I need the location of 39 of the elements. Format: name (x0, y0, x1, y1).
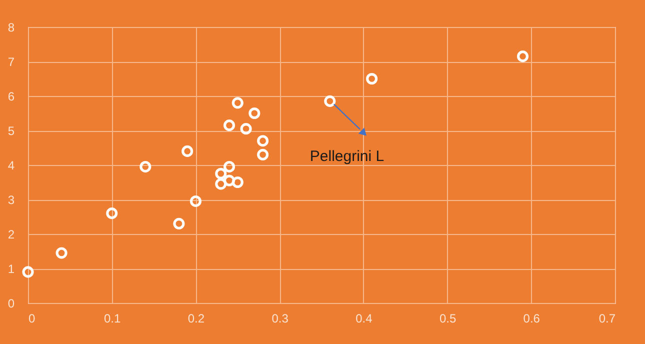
y-tick-label: 2 (8, 228, 15, 242)
point (232, 97, 244, 109)
x-tick-label: 0 (28, 312, 36, 326)
x-tick-label: 0.7 (598, 312, 616, 326)
point (240, 123, 252, 135)
y-tick-label: 3 (8, 193, 15, 207)
point (56, 247, 68, 259)
point (257, 135, 269, 147)
x-tick-label: 0.5 (439, 312, 456, 326)
point (215, 178, 227, 190)
point (516, 50, 529, 62)
point (366, 72, 378, 85)
y-tick-label: 5 (8, 124, 15, 138)
point (257, 148, 269, 160)
point (173, 218, 185, 230)
point (223, 120, 236, 132)
y-tick-label: 0 (8, 296, 15, 310)
point (248, 107, 260, 120)
point (106, 208, 118, 220)
point (324, 95, 336, 107)
y-tick-label: 6 (8, 90, 15, 104)
annotation: Pellegrini L (310, 148, 384, 166)
y-tick-label: 7 (8, 55, 15, 69)
point (22, 266, 34, 278)
point (190, 195, 202, 207)
x-tick-label: 0.3 (272, 312, 289, 326)
x-tick-label: 0.4 (356, 312, 373, 326)
y-tick-label: 8 (8, 20, 15, 34)
x-tick-label: 0.1 (104, 312, 122, 326)
point (223, 174, 236, 186)
point (223, 160, 236, 172)
point (232, 176, 244, 188)
y-tick-label: 1 (8, 262, 15, 276)
y-tick-label: 4 (8, 158, 15, 172)
point (140, 160, 152, 172)
point (182, 145, 194, 157)
x-tick-label: 0.6 (523, 312, 540, 326)
point (215, 168, 227, 180)
x-tick-label: 0.2 (188, 312, 205, 326)
